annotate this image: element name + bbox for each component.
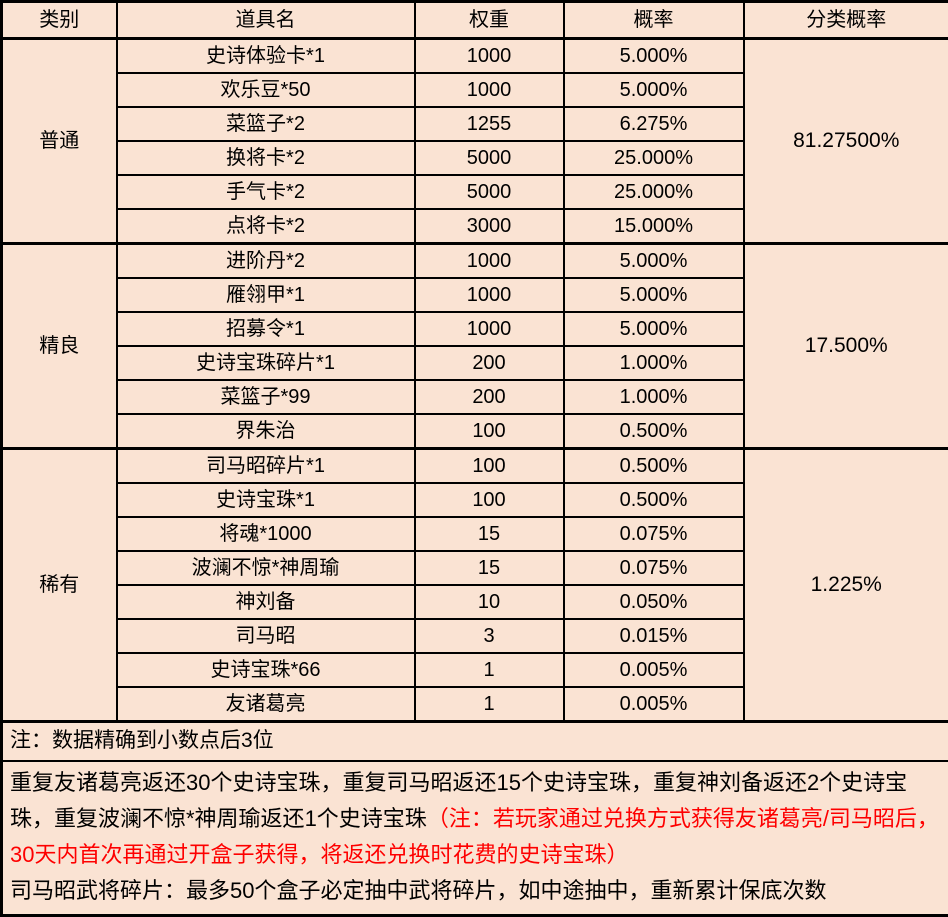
weight-cell: 5000 — [415, 175, 564, 209]
item-name-cell: 史诗体验卡*1 — [117, 39, 415, 74]
item-name-cell: 换将卡*2 — [117, 141, 415, 175]
rate-cell: 0.050% — [564, 585, 744, 619]
item-name-cell: 点将卡*2 — [117, 209, 415, 244]
header-category: 类别 — [2, 2, 117, 39]
weight-cell: 1000 — [415, 244, 564, 279]
weight-cell: 3 — [415, 619, 564, 653]
weight-cell: 200 — [415, 346, 564, 380]
rate-cell: 25.000% — [564, 175, 744, 209]
item-name-cell: 神刘备 — [117, 585, 415, 619]
rate-cell: 1.000% — [564, 380, 744, 414]
rate-cell: 0.500% — [564, 483, 744, 517]
rate-cell: 15.000% — [564, 209, 744, 244]
header-rate: 概率 — [564, 2, 744, 39]
item-name-cell: 雁翎甲*1 — [117, 278, 415, 312]
category-rate-cell: 17.500% — [744, 244, 948, 449]
weight-cell: 200 — [415, 380, 564, 414]
item-name-cell: 司马昭 — [117, 619, 415, 653]
category-cell: 稀有 — [2, 449, 117, 722]
category-rate-cell: 81.27500% — [744, 39, 948, 244]
item-name-cell: 手气卡*2 — [117, 175, 415, 209]
weight-cell: 10 — [415, 585, 564, 619]
weight-cell: 15 — [415, 551, 564, 585]
header-item-name: 道具名 — [117, 2, 415, 39]
category-cell: 精良 — [2, 244, 117, 449]
weight-cell: 100 — [415, 483, 564, 517]
weight-cell: 5000 — [415, 141, 564, 175]
header-weight: 权重 — [415, 2, 564, 39]
rate-cell: 6.275% — [564, 107, 744, 141]
item-name-cell: 菜篮子*99 — [117, 380, 415, 414]
weight-cell: 100 — [415, 449, 564, 484]
rate-cell: 0.075% — [564, 551, 744, 585]
item-name-cell: 招募令*1 — [117, 312, 415, 346]
item-name-cell: 波澜不惊*神周瑜 — [117, 551, 415, 585]
category-rate-cell: 1.225% — [744, 449, 948, 722]
item-name-cell: 史诗宝珠碎片*1 — [117, 346, 415, 380]
rate-cell: 0.015% — [564, 619, 744, 653]
item-name-cell: 司马昭碎片*1 — [117, 449, 415, 484]
rate-cell: 0.005% — [564, 653, 744, 687]
header-row: 类别 道具名 权重 概率 分类概率 — [2, 2, 948, 39]
rate-cell: 5.000% — [564, 278, 744, 312]
item-name-cell: 界朱治 — [117, 414, 415, 449]
header-category-rate: 分类概率 — [744, 2, 948, 39]
precision-note: 注：数据精确到小数点后3位 — [2, 722, 948, 762]
weight-cell: 1000 — [415, 39, 564, 74]
item-name-cell: 欢乐豆*50 — [117, 73, 415, 107]
weight-cell: 1000 — [415, 312, 564, 346]
item-name-cell: 进阶丹*2 — [117, 244, 415, 279]
weight-cell: 1 — [415, 653, 564, 687]
refund-note-row: 重复友诸葛亮返还30个史诗宝珠，重复司马昭返还15个史诗宝珠，重复神刘备返还2个… — [2, 761, 948, 916]
rate-cell: 5.000% — [564, 39, 744, 74]
rate-cell: 5.000% — [564, 244, 744, 279]
item-name-cell: 史诗宝珠*1 — [117, 483, 415, 517]
rate-cell: 0.075% — [564, 517, 744, 551]
refund-note-block: 重复友诸葛亮返还30个史诗宝珠，重复司马昭返还15个史诗宝珠，重复神刘备返还2个… — [2, 761, 948, 916]
item-name-cell: 将魂*1000 — [117, 517, 415, 551]
weight-cell: 15 — [415, 517, 564, 551]
weight-cell: 1255 — [415, 107, 564, 141]
weight-cell: 1000 — [415, 73, 564, 107]
rate-cell: 5.000% — [564, 312, 744, 346]
category-cell: 普通 — [2, 39, 117, 244]
pity-note-text: 司马昭武将碎片：最多50个盒子必定抽中武将碎片，如中途抽中，重新累计保底次数 — [10, 873, 941, 909]
weight-cell: 3000 — [415, 209, 564, 244]
precision-note-row: 注：数据精确到小数点后3位 — [2, 722, 948, 762]
rate-cell: 0.500% — [564, 449, 744, 484]
rate-cell: 0.500% — [564, 414, 744, 449]
rate-cell: 25.000% — [564, 141, 744, 175]
item-name-cell: 史诗宝珠*66 — [117, 653, 415, 687]
weight-cell: 100 — [415, 414, 564, 449]
rate-cell: 1.000% — [564, 346, 744, 380]
rate-cell: 5.000% — [564, 73, 744, 107]
rate-cell: 0.005% — [564, 687, 744, 722]
weight-cell: 1000 — [415, 278, 564, 312]
item-name-cell: 友诸葛亮 — [117, 687, 415, 722]
item-name-cell: 菜篮子*2 — [117, 107, 415, 141]
weight-cell: 1 — [415, 687, 564, 722]
